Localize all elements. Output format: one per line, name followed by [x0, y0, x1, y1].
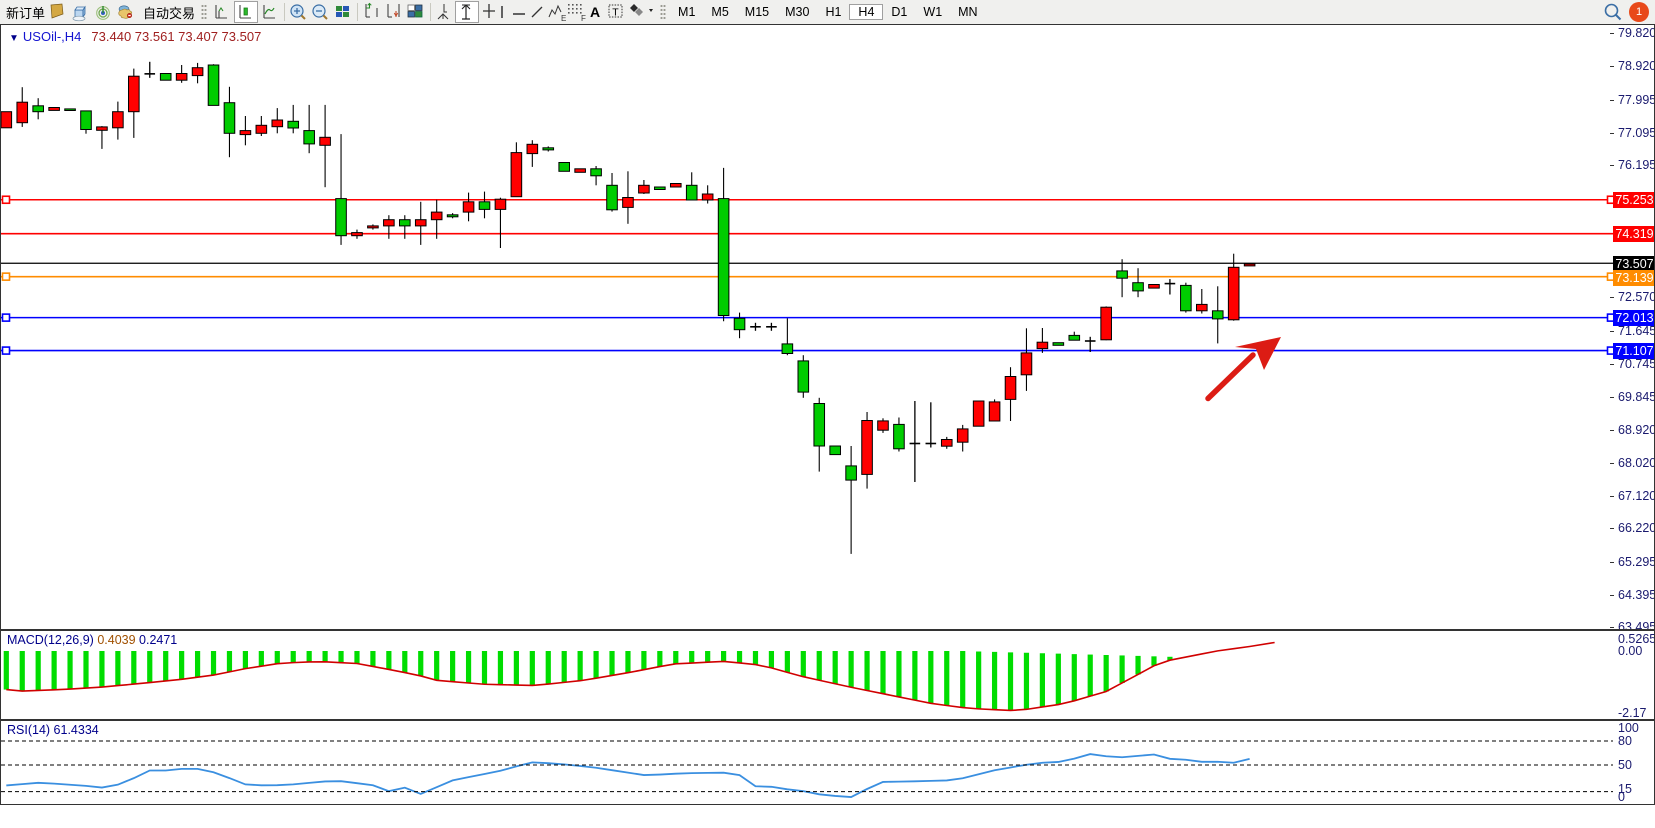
- svg-text:A: A: [590, 4, 600, 20]
- svg-text:T: T: [612, 7, 619, 19]
